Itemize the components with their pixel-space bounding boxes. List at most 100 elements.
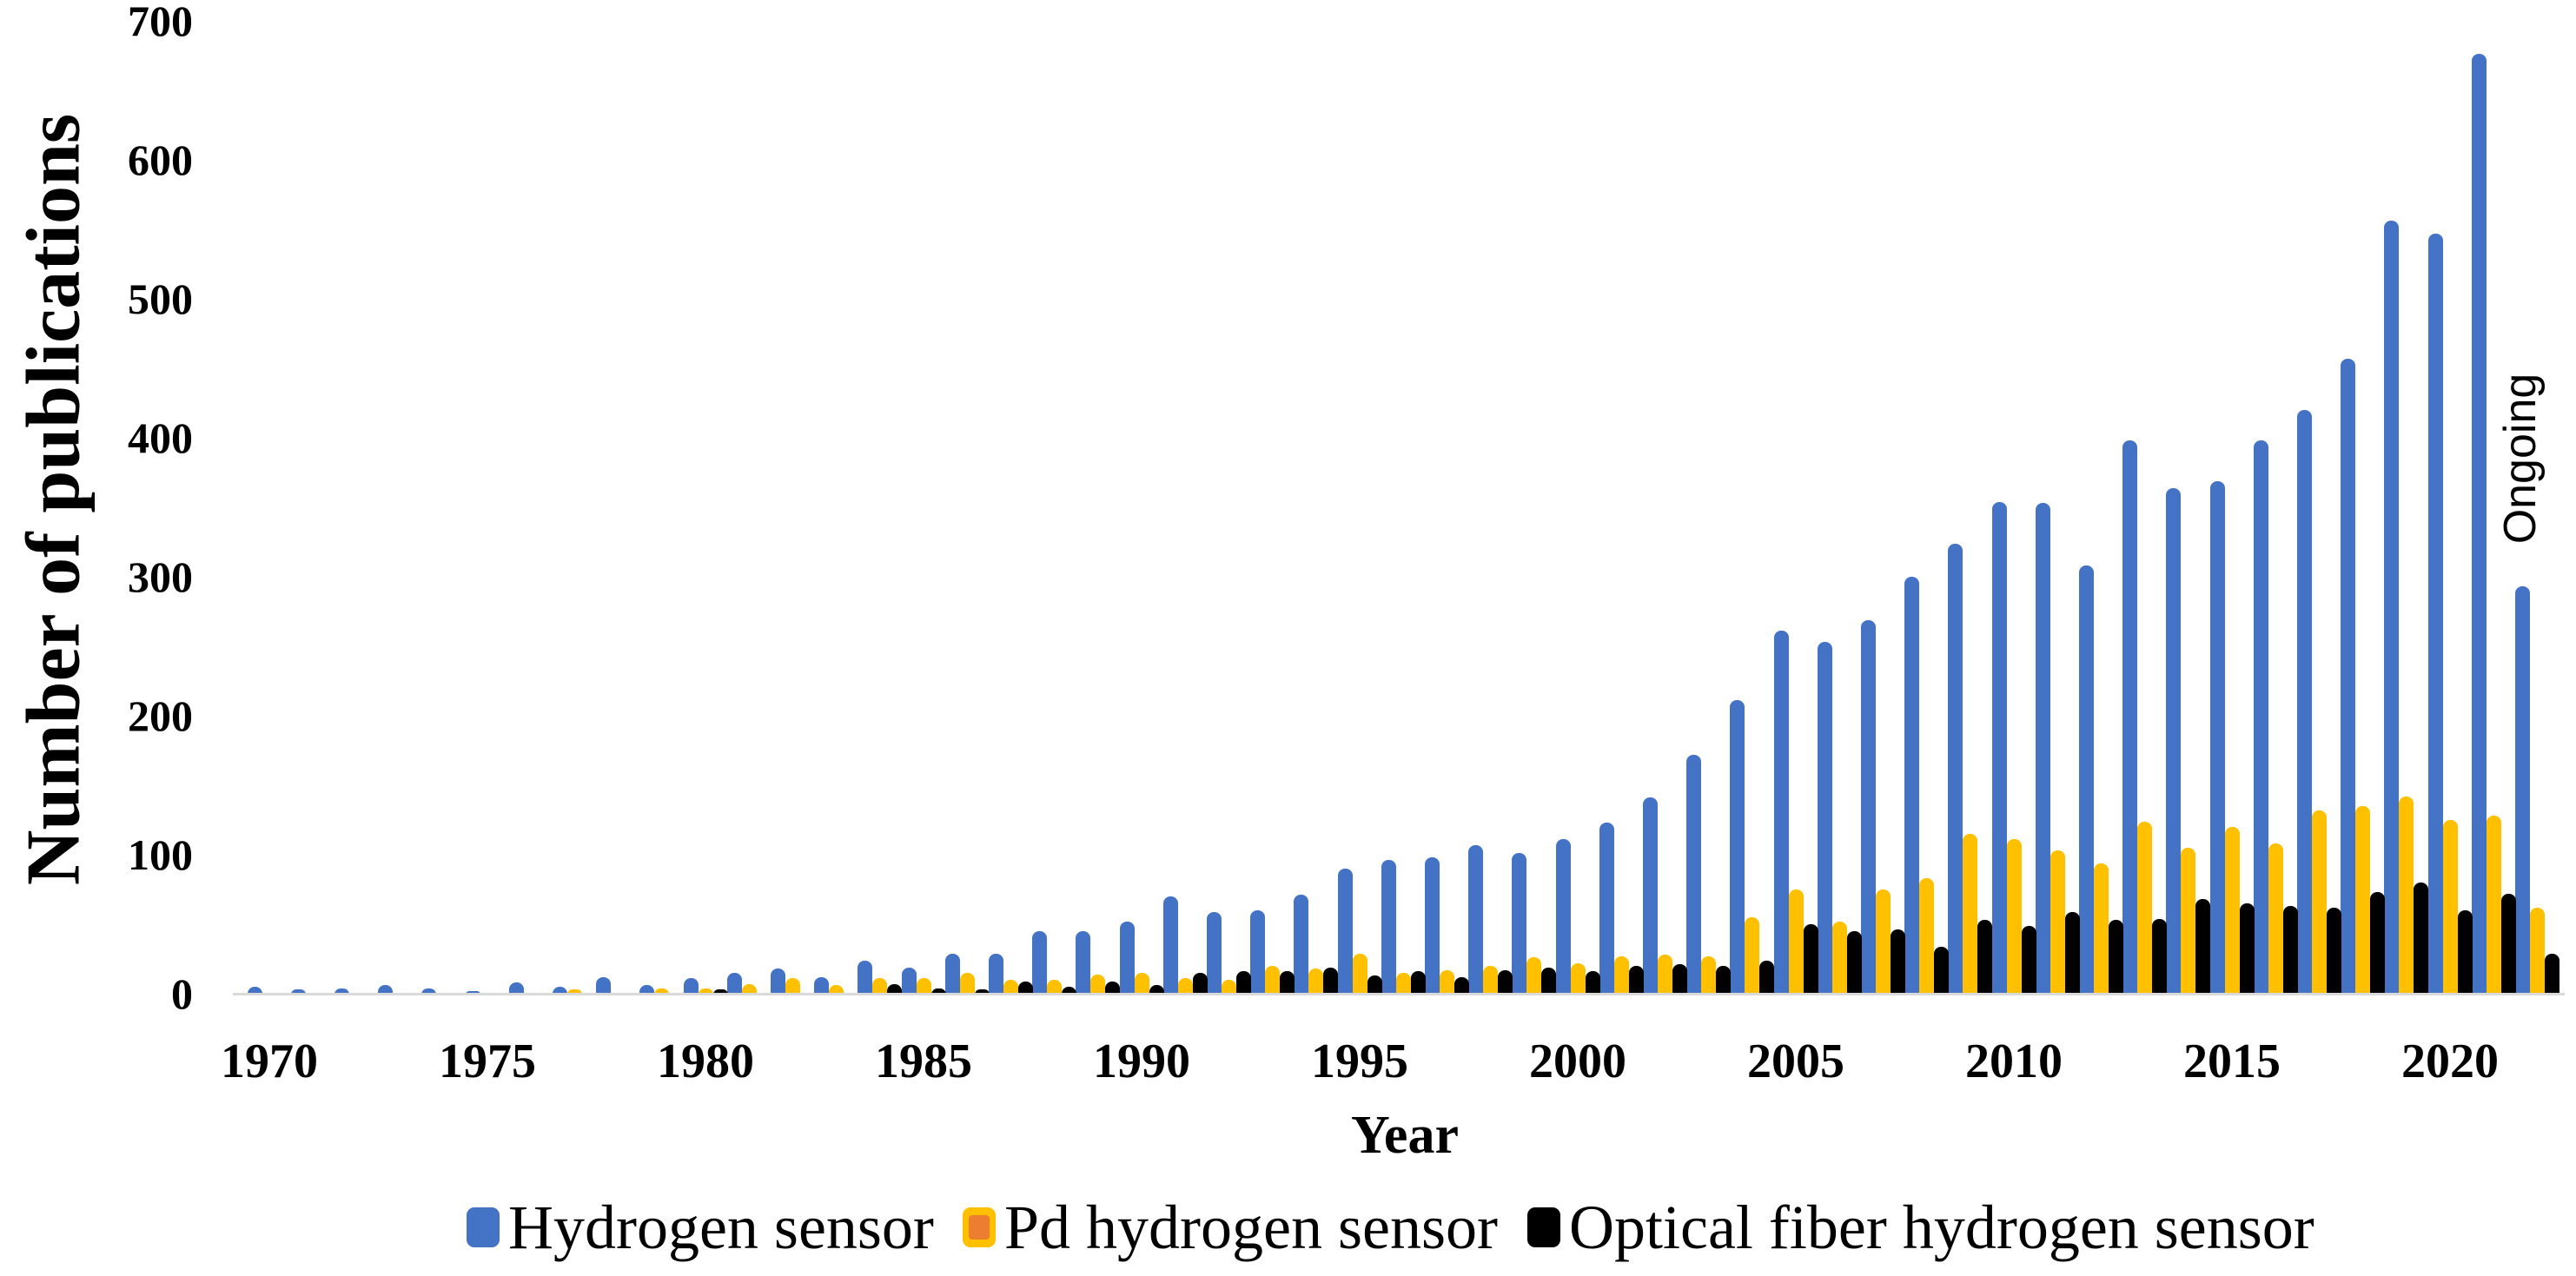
bar-hydrogen-sensor-1991 [1162,896,1178,995]
bar-hydrogen-sensor-2012 [2078,565,2094,995]
bar-hydrogen-sensor-2002 [1642,797,1658,995]
bar-hydrogen-sensor-2001 [1599,823,1614,995]
bar-pd-hydrogen-sensor-1988 [1047,980,1063,995]
bar-pd-hydrogen-sensor-2000 [1570,962,1586,995]
bar-hydrogen-sensor-1976 [508,982,524,995]
bar-hydrogen-sensor-2011 [2035,503,2050,995]
legend-swatch-icon [1527,1207,1560,1247]
bar-optical-fiber-hydrogen-sensor-1984 [887,983,903,995]
bar-hydrogen-sensor-2015 [2209,480,2225,995]
ongoing-annotation: Ongoing [2495,373,2546,545]
x-tick-label: 2010 [1965,1035,2063,1088]
y-tick-label: 200 [128,691,193,740]
bar-pd-hydrogen-sensor-2010 [2006,839,2022,995]
bar-optical-fiber-hydrogen-sensor-1992 [1235,971,1251,995]
bar-pd-hydrogen-sensor-1986 [959,973,975,995]
bar-pd-hydrogen-sensor-2022 [2529,907,2545,995]
y-tick-label: 100 [128,830,193,879]
bar-hydrogen-sensor-2005 [1773,631,1789,995]
bar-optical-fiber-hydrogen-sensor-1994 [1323,967,1339,995]
bar-pd-hydrogen-sensor-1989 [1090,974,1106,995]
bar-pd-hydrogen-sensor-1983 [829,985,844,995]
x-tick-label: 2005 [1747,1035,1844,1088]
bar-hydrogen-sensor-1978 [596,976,612,995]
bar-pd-hydrogen-sensor-1994 [1308,969,1324,995]
x-tick-label: 1980 [657,1035,754,1088]
y-tick-label: 0 [171,969,193,1018]
legend-swatch-inner-icon [969,1215,990,1240]
bar-hydrogen-sensor-2013 [2122,440,2138,995]
bar-optical-fiber-hydrogen-sensor-1993 [1280,971,1295,995]
bar-hydrogen-sensor-1973 [378,985,394,995]
bar-optical-fiber-hydrogen-sensor-2017 [2326,907,2341,995]
bar-pd-hydrogen-sensor-1996 [1395,973,1411,995]
legend-item-optical-fiber-hydrogen-sensor: Optical fiber hydrogen sensor [1527,1188,2314,1266]
bar-hydrogen-sensor-2020 [2427,233,2443,995]
bar-optical-fiber-hydrogen-sensor-2009 [1977,920,1993,995]
bar-pd-hydrogen-sensor-2004 [1745,917,1760,995]
bar-hydrogen-sensor-1998 [1468,844,1484,995]
x-tick-label: 1995 [1311,1035,1408,1088]
bar-hydrogen-sensor-1971 [290,989,306,995]
bar-pd-hydrogen-sensor-1992 [1221,980,1236,995]
bar-pd-hydrogen-sensor-1982 [785,978,800,995]
bar-optical-fiber-hydrogen-sensor-1980 [712,989,728,995]
bar-hydrogen-sensor-1970 [247,987,262,995]
bar-hydrogen-sensor-2014 [2166,487,2182,995]
bar-optical-fiber-hydrogen-sensor-1997 [1454,976,1469,995]
bar-optical-fiber-hydrogen-sensor-1988 [1062,987,1077,995]
bar-optical-fiber-hydrogen-sensor-1995 [1367,975,1382,995]
y-tick-label: 500 [128,274,193,323]
bar-pd-hydrogen-sensor-2012 [2093,863,2109,995]
y-tick-label: 300 [128,552,193,601]
bar-pd-hydrogen-sensor-2013 [2137,821,2153,995]
bar-optical-fiber-hydrogen-sensor-1991 [1192,973,1208,995]
bar-pd-hydrogen-sensor-2005 [1788,889,1804,995]
bar-hydrogen-sensor-2018 [2341,358,2356,995]
bar-optical-fiber-hydrogen-sensor-2005 [1803,924,1818,995]
bar-optical-fiber-hydrogen-sensor-2010 [2021,925,2036,995]
bar-hydrogen-sensor-1972 [334,988,349,995]
bar-pd-hydrogen-sensor-1987 [1003,980,1018,995]
bar-hydrogen-sensor-1982 [770,969,785,995]
bar-hydrogen-sensor-1981 [726,973,742,995]
x-tick-label: 1975 [439,1035,536,1088]
bar-optical-fiber-hydrogen-sensor-1999 [1541,967,1557,995]
bar-hydrogen-sensor-2004 [1730,700,1745,995]
legend-item-pd-hydrogen-sensor: Pd hydrogen sensor [963,1188,1498,1266]
legend-swatch-icon [467,1207,500,1247]
y-tick-label: 600 [128,136,193,184]
chart-legend: Hydrogen sensor Pd hydrogen sensor Optical… [0,1188,2576,1266]
bar-hydrogen-sensor-2017 [2296,410,2312,995]
bar-pd-hydrogen-sensor-1995 [1352,953,1367,995]
bar-optical-fiber-hydrogen-sensor-1996 [1410,971,1426,995]
bar-hydrogen-sensor-2022 [2514,586,2530,995]
bar-optical-fiber-hydrogen-sensor-2004 [1759,960,1775,995]
bar-optical-fiber-hydrogen-sensor-2021 [2500,893,2516,995]
bar-hydrogen-sensor-1985 [901,967,917,995]
bar-hydrogen-sensor-1986 [944,953,960,995]
bar-hydrogen-sensor-2016 [2253,440,2268,995]
bar-hydrogen-sensor-1989 [1076,931,1091,995]
bar-hydrogen-sensor-1974 [421,988,437,995]
legend-label: Pd hydrogen sensor [1004,1192,1498,1262]
bar-optical-fiber-hydrogen-sensor-2016 [2282,906,2298,995]
bar-pd-hydrogen-sensor-2020 [2442,820,2458,995]
bar-pd-hydrogen-sensor-2018 [2355,806,2371,995]
x-tick-label: 1970 [221,1035,318,1088]
bar-pd-hydrogen-sensor-2009 [1963,834,1978,995]
bar-hydrogen-sensor-2008 [1904,577,1920,995]
x-axis-line [233,993,2565,995]
bar-hydrogen-sensor-1980 [683,978,699,995]
bar-optical-fiber-hydrogen-sensor-2018 [2370,892,2386,995]
bar-pd-hydrogen-sensor-2021 [2486,816,2501,995]
bar-hydrogen-sensor-2009 [1948,543,1963,995]
bar-pd-hydrogen-sensor-2008 [1919,878,1935,995]
x-tick-label: 2015 [2183,1035,2281,1088]
bar-pd-hydrogen-sensor-2014 [2181,848,2196,995]
bar-pd-hydrogen-sensor-2016 [2268,843,2283,995]
bar-optical-fiber-hydrogen-sensor-1989 [1105,981,1121,995]
bar-pd-hydrogen-sensor-1981 [741,983,757,995]
bar-optical-fiber-hydrogen-sensor-2015 [2239,903,2255,995]
bar-optical-fiber-hydrogen-sensor-2003 [1716,966,1732,995]
